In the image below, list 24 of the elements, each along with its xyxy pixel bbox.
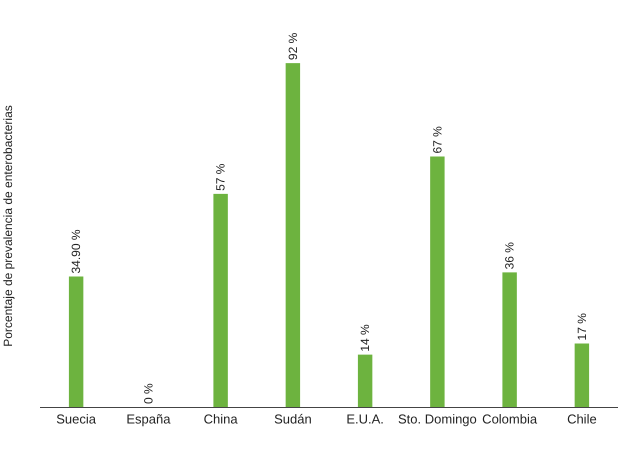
bar [574, 343, 590, 407]
data-label: 17 % [574, 312, 589, 340]
data-label: 92 % [286, 32, 300, 60]
data-label: 57 % [214, 163, 228, 191]
x-tick-label: E.U.A. [346, 412, 384, 427]
data-label: 36 % [502, 242, 517, 270]
bar [68, 276, 84, 407]
x-tick-label: España [126, 412, 172, 427]
bar [213, 194, 228, 407]
x-tick-label: China [204, 412, 238, 427]
y-axis-title: Porcentaje de prevalencia de enterobacterias [1, 105, 15, 347]
data-label: 34.90 % [69, 229, 84, 274]
x-tick-label: Chile [567, 412, 597, 427]
bar [358, 354, 372, 407]
x-tick-label: Suecia [56, 412, 97, 427]
bar [286, 63, 300, 407]
x-tick-label: Colombia [482, 412, 538, 427]
data-label: 14 % [358, 324, 372, 352]
x-tick-label: Sudán [274, 412, 312, 427]
bar [502, 272, 517, 407]
data-label: 0 % [141, 382, 156, 404]
x-tick-label: Sto. Domingo [398, 412, 477, 427]
bar [430, 156, 445, 407]
data-label: 67 % [430, 126, 444, 154]
